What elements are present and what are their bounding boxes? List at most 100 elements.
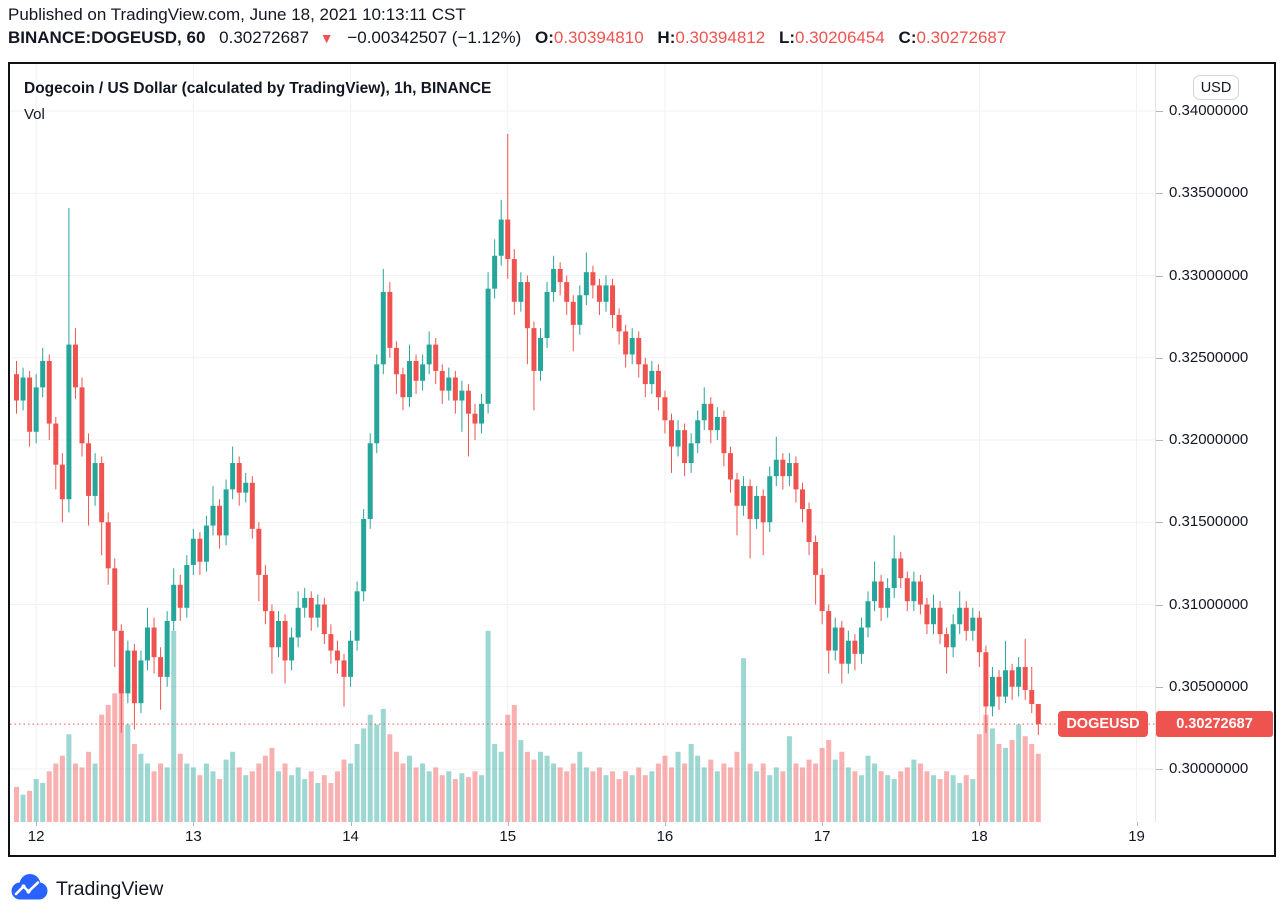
volume-bar xyxy=(989,728,995,822)
candle-body xyxy=(931,607,936,625)
volume-bar xyxy=(295,767,301,822)
candle-body xyxy=(511,259,517,302)
volume-bar xyxy=(92,763,98,822)
candle-body xyxy=(610,285,616,315)
volume-bar xyxy=(125,724,131,822)
candlestick-chart[interactable] xyxy=(10,64,1155,822)
volume-bar xyxy=(79,767,85,822)
volume-bar xyxy=(112,693,118,822)
volume-bar xyxy=(708,759,714,822)
candle-body xyxy=(190,538,196,566)
time-tick-mark xyxy=(664,822,666,826)
volume-bar xyxy=(138,753,144,822)
volume-bar xyxy=(328,783,334,822)
volume-bar xyxy=(420,763,426,822)
volume-bar xyxy=(433,767,439,822)
volume-bar xyxy=(845,767,851,822)
brand-name: TradingView xyxy=(56,877,164,900)
candle-body xyxy=(865,601,871,628)
candle-body xyxy=(786,463,792,477)
time-axis[interactable]: 12 13 14 15 16 17 18 19 xyxy=(10,822,1155,853)
volume-bar xyxy=(557,767,563,822)
volume-bar xyxy=(184,763,190,822)
candle-body xyxy=(1009,670,1015,687)
price-tick-mark xyxy=(1156,111,1163,112)
volume-bar xyxy=(754,771,760,822)
candle-body xyxy=(348,640,354,677)
volume-bar xyxy=(832,759,838,822)
volume-bar xyxy=(374,724,380,822)
candle-body xyxy=(642,364,648,385)
volume-bar xyxy=(426,771,432,822)
candle-body xyxy=(655,370,661,398)
candle-body xyxy=(754,495,760,519)
price-axis[interactable] xyxy=(1155,64,1274,822)
candle-body xyxy=(492,255,498,289)
time-tick-mark xyxy=(350,822,352,826)
candle-body xyxy=(944,634,950,648)
candle-body xyxy=(308,597,314,618)
volume-bar xyxy=(14,786,19,822)
volume-bar xyxy=(911,759,917,822)
candle-body xyxy=(59,464,65,500)
price-tick-mark xyxy=(1156,193,1163,195)
candle-body xyxy=(289,637,295,661)
candle-body xyxy=(282,620,288,661)
candle-body xyxy=(420,364,426,381)
tradingview-cloud-icon xyxy=(11,874,48,900)
volume-bar xyxy=(583,767,589,822)
volume-bar xyxy=(367,714,373,822)
candle-body xyxy=(734,479,740,506)
volume-bar xyxy=(354,744,360,822)
candle-body xyxy=(46,361,52,424)
candle-body xyxy=(872,581,878,602)
candle-body xyxy=(105,522,111,569)
volume-bar xyxy=(72,763,78,822)
publish-info: Published on TradingView.com, June 18, 2… xyxy=(8,5,466,24)
candle-body xyxy=(125,650,131,694)
candle-body xyxy=(341,660,347,677)
candle-body xyxy=(459,390,465,401)
candle-body xyxy=(819,574,825,612)
volume-bar xyxy=(46,771,52,822)
candle-body xyxy=(236,463,242,493)
candle-body xyxy=(583,272,589,296)
price-tick-mark xyxy=(1156,440,1163,441)
volume-bar xyxy=(688,744,694,822)
volume-bar xyxy=(308,771,314,822)
candle-body xyxy=(262,574,268,612)
candle-body xyxy=(590,272,596,286)
candle-body xyxy=(92,463,98,496)
candle-body xyxy=(826,611,832,651)
volume-bar xyxy=(27,790,33,822)
volume-bar xyxy=(970,779,976,822)
volume-bar xyxy=(596,767,602,822)
volume-bar xyxy=(321,775,327,822)
volume-bar xyxy=(747,763,753,822)
candle-body xyxy=(1029,690,1035,705)
volume-bar xyxy=(177,753,183,822)
volume-bar xyxy=(524,751,530,822)
price-tick-mark xyxy=(1156,275,1163,277)
time-tick-mark xyxy=(36,822,38,826)
candle-body xyxy=(302,597,308,608)
candle-body xyxy=(701,403,707,421)
candle-body xyxy=(452,377,458,401)
volume-bar xyxy=(459,773,465,822)
volume-bar xyxy=(734,751,740,822)
currency-toggle-button[interactable]: USD xyxy=(1193,75,1239,100)
volume-bar xyxy=(289,775,295,822)
volume-bar xyxy=(1029,744,1035,822)
volume-bar xyxy=(197,775,203,822)
price-change: −0.00342507 (−1.12%) xyxy=(347,28,522,47)
volume-bar xyxy=(230,751,236,822)
candle-body xyxy=(950,624,956,648)
candle-body xyxy=(203,525,209,562)
candle-body xyxy=(669,420,674,447)
volume-bar xyxy=(629,775,635,822)
volume-bar xyxy=(996,744,1002,822)
tradingview-logo[interactable]: TradingView xyxy=(8,871,163,907)
volume-bar xyxy=(40,783,46,822)
candle-body xyxy=(295,607,301,638)
volume-bar xyxy=(858,775,864,822)
